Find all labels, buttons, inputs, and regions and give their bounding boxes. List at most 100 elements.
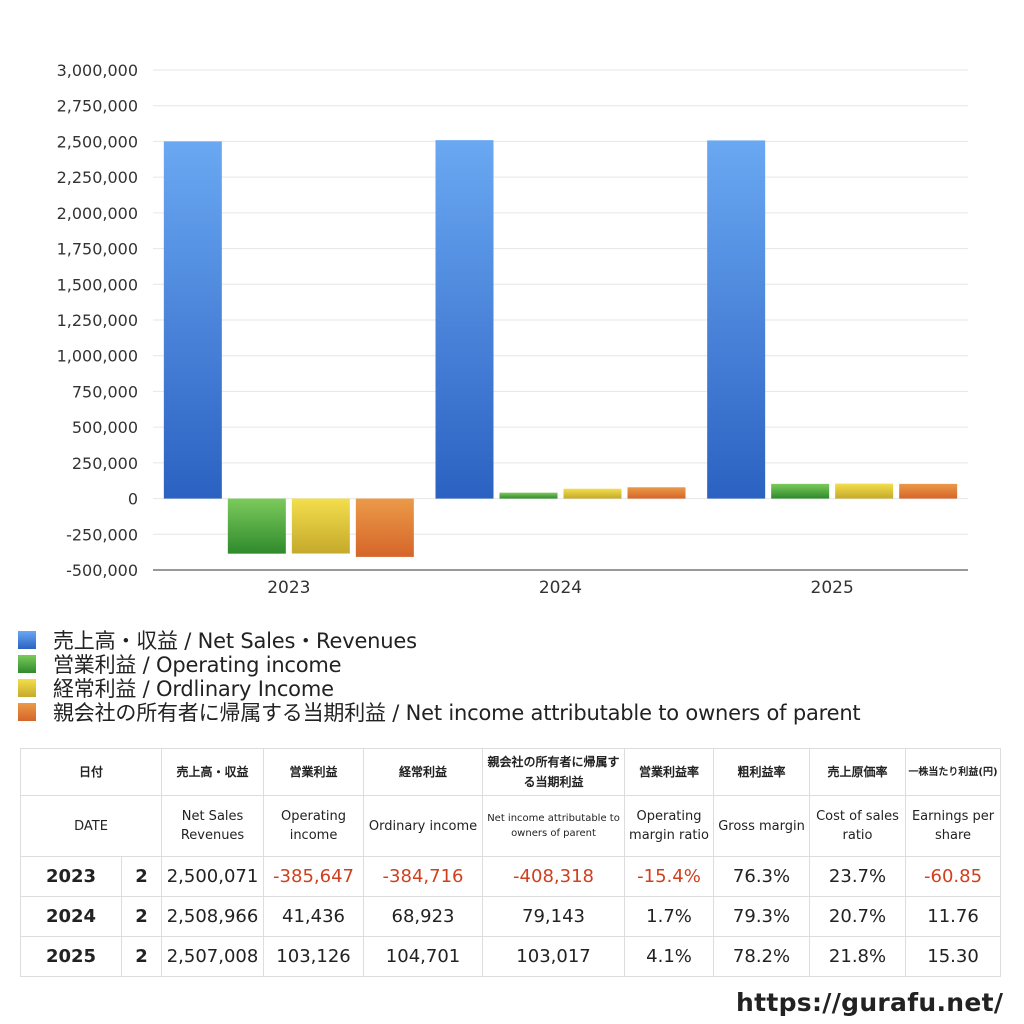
row-month: 2 bbox=[120, 896, 163, 937]
cell-gross-margin: 76.3% bbox=[713, 856, 811, 897]
bar-operating-income bbox=[499, 492, 558, 499]
y-tick-label: 2,250,000 bbox=[57, 168, 138, 187]
y-tick-label: 1,250,000 bbox=[57, 311, 138, 330]
table-row: 2025 2 2,507,008 103,126 104,701 103,017… bbox=[20, 936, 1002, 977]
header-operating-income-en: Operating income bbox=[263, 795, 365, 857]
cell-operating-margin: -15.4% bbox=[624, 856, 715, 897]
grid-lines bbox=[153, 69, 968, 571]
bar-ordinary-income bbox=[835, 483, 894, 499]
cell-net-sales: 2,507,008 bbox=[161, 936, 265, 977]
legend: 売上高・収益 / Net Sales・Revenues 営業利益 / Opera… bbox=[18, 628, 861, 725]
bar-net-sales bbox=[435, 140, 494, 499]
cell-eps: -60.85 bbox=[905, 856, 1002, 897]
cell-net-income: 103,017 bbox=[482, 936, 626, 977]
cell-net-sales: 2,508,966 bbox=[161, 896, 265, 937]
x-tick-label: 2024 bbox=[539, 578, 582, 598]
header-eps-jp: 一株当たり利益(円) bbox=[905, 748, 1002, 796]
legend-label-net-income: 親会社の所有者に帰属する当期利益 / Net income attributab… bbox=[53, 701, 861, 725]
legend-swatch-net-sales bbox=[18, 631, 36, 649]
bars bbox=[163, 140, 958, 557]
bar-operating-income bbox=[771, 483, 830, 499]
legend-label-operating-income: 営業利益 / Operating income bbox=[53, 653, 342, 677]
bar-operating-income bbox=[227, 498, 286, 554]
y-tick-label: -500,000 bbox=[66, 561, 138, 580]
header-gross-margin-jp: 粗利益率 bbox=[713, 748, 811, 796]
bar-net-sales bbox=[163, 141, 222, 499]
y-tick-label: 2,750,000 bbox=[57, 97, 138, 116]
table-header-en: DATE Net Sales Revenues Operating income… bbox=[19, 795, 1002, 857]
cell-net-income: 79,143 bbox=[482, 896, 626, 937]
header-cost-ratio-jp: 売上原価率 bbox=[809, 748, 907, 796]
cell-operating-income: 41,436 bbox=[263, 896, 365, 937]
cell-operating-income: -385,647 bbox=[263, 856, 365, 897]
legend-swatch-ordinary-income bbox=[18, 679, 36, 697]
header-net-sales-en: Net Sales Revenues bbox=[161, 795, 265, 857]
cell-operating-margin: 1.7% bbox=[624, 896, 715, 937]
header-operating-income-jp: 営業利益 bbox=[263, 748, 365, 796]
row-year: 2024 bbox=[20, 896, 122, 937]
header-ordinary-income-jp: 経常利益 bbox=[363, 748, 484, 796]
y-tick-label: 750,000 bbox=[72, 382, 138, 401]
bar-net-income bbox=[627, 487, 686, 499]
legend-item-net-sales: 売上高・収益 / Net Sales・Revenues bbox=[18, 628, 860, 653]
cell-net-sales: 2,500,071 bbox=[161, 856, 265, 897]
cell-cost-ratio: 21.8% bbox=[809, 936, 907, 977]
y-axis-ticks: 3,000,000 2,750,000 2,500,000 2,250,000 2,00… bbox=[57, 61, 138, 580]
legend-label-net-sales: 売上高・収益 / Net Sales・Revenues bbox=[53, 629, 417, 653]
table-row: 2023 2 2,500,071 -385,647 -384,716 -408,… bbox=[20, 856, 1002, 897]
header-date-en: DATE bbox=[19, 795, 163, 857]
header-date-jp: 日付 bbox=[19, 748, 163, 796]
header-net-sales-jp: 売上高・収益 bbox=[161, 748, 265, 796]
legend-item-operating-income: 営業利益 / Operating income bbox=[18, 652, 860, 677]
table-header-jp: 日付 売上高・収益 営業利益 経常利益 親会社の所有者に帰属する当期利益 営業利… bbox=[19, 748, 1002, 796]
header-ordinary-income-en: Ordinary income bbox=[363, 795, 484, 857]
header-eps-en: Earnings per share bbox=[905, 795, 1002, 857]
cell-ordinary-income: 68,923 bbox=[363, 896, 484, 937]
cell-gross-margin: 78.2% bbox=[713, 936, 811, 977]
y-tick-label: 250,000 bbox=[72, 454, 138, 473]
legend-swatch-net-income bbox=[18, 703, 36, 721]
cell-cost-ratio: 20.7% bbox=[809, 896, 907, 937]
cell-ordinary-income: -384,716 bbox=[363, 856, 484, 897]
cell-operating-margin: 4.1% bbox=[624, 936, 715, 977]
cell-operating-income: 103,126 bbox=[263, 936, 365, 977]
bar-chart: 3,000,000 2,750,000 2,500,000 2,250,000 2,00… bbox=[57, 61, 968, 598]
header-operating-margin-en: Operating margin ratio bbox=[624, 795, 715, 857]
y-tick-label: 500,000 bbox=[72, 418, 138, 437]
row-month: 2 bbox=[120, 856, 163, 897]
row-year: 2025 bbox=[20, 936, 122, 977]
y-tick-label: 0 bbox=[128, 490, 138, 509]
y-tick-label: 3,000,000 bbox=[57, 61, 138, 80]
x-tick-label: 2023 bbox=[267, 578, 310, 598]
bar-net-sales bbox=[707, 140, 766, 499]
legend-item-ordinary-income: 経常利益 / Ordlinary Income bbox=[18, 676, 860, 701]
cell-net-income: -408,318 bbox=[482, 856, 626, 897]
header-cost-ratio-en: Cost of sales ratio bbox=[809, 795, 907, 857]
y-tick-label: -250,000 bbox=[66, 525, 138, 544]
legend-label-ordinary-income: 経常利益 / Ordlinary Income bbox=[53, 677, 334, 701]
header-gross-margin-en: Gross margin bbox=[713, 795, 811, 857]
x-tick-label: 2025 bbox=[811, 578, 854, 598]
bar-ordinary-income bbox=[563, 488, 622, 499]
site-url[interactable]: https://gurafu.net/ bbox=[736, 988, 1004, 1017]
bar-net-income bbox=[355, 498, 414, 557]
bar-net-income bbox=[899, 483, 958, 499]
cell-eps: 11.76 bbox=[905, 896, 1002, 937]
row-month: 2 bbox=[120, 936, 163, 977]
y-tick-label: 2,500,000 bbox=[57, 132, 138, 151]
header-net-income-en: Net income attributable to owners of par… bbox=[482, 795, 626, 857]
x-axis-ticks: 2023 2024 2025 bbox=[267, 578, 854, 598]
y-tick-label: 2,000,000 bbox=[57, 204, 138, 223]
cell-cost-ratio: 23.7% bbox=[809, 856, 907, 897]
cell-gross-margin: 79.3% bbox=[713, 896, 811, 937]
header-net-income-jp: 親会社の所有者に帰属する当期利益 bbox=[482, 748, 626, 796]
cell-ordinary-income: 104,701 bbox=[363, 936, 484, 977]
cell-eps: 15.30 bbox=[905, 936, 1002, 977]
legend-swatch-operating-income bbox=[18, 655, 36, 673]
table-row: 2024 2 2,508,966 41,436 68,923 79,143 1.… bbox=[20, 896, 1002, 937]
y-tick-label: 1,500,000 bbox=[57, 275, 138, 294]
row-year: 2023 bbox=[20, 856, 122, 897]
financial-table: 日付 売上高・収益 営業利益 経常利益 親会社の所有者に帰属する当期利益 営業利… bbox=[19, 748, 1002, 977]
bar-ordinary-income bbox=[291, 498, 350, 554]
header-operating-margin-jp: 営業利益率 bbox=[624, 748, 715, 796]
